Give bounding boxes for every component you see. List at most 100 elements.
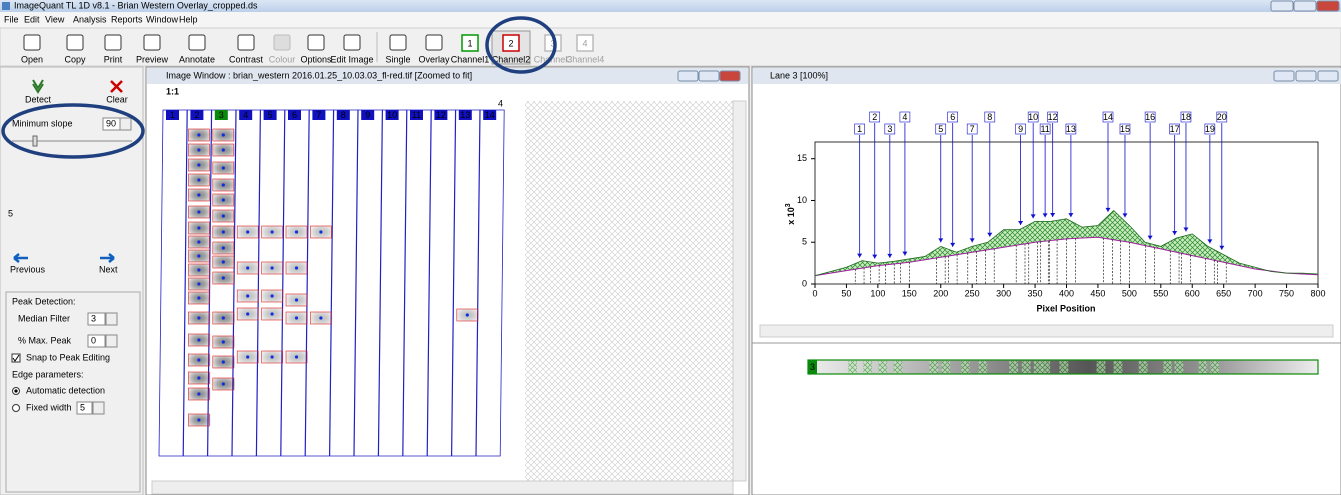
band-marker — [197, 358, 200, 361]
x-axis-label: Pixel Position — [1036, 303, 1095, 313]
toolbar-button[interactable]: Overlay — [418, 54, 450, 64]
spinner[interactable] — [120, 118, 131, 130]
peak-label: 16 — [1145, 112, 1155, 122]
window-control[interactable] — [1296, 71, 1316, 81]
band-marker — [222, 148, 225, 151]
spinner[interactable] — [93, 402, 104, 414]
band-marker — [246, 294, 249, 297]
peak-label: 12 — [1048, 112, 1058, 122]
band-marker — [197, 240, 200, 243]
toolbar-button[interactable]: Copy — [64, 54, 86, 64]
spinner[interactable] — [106, 335, 117, 347]
checkbox-label: Snap to Peak Editing — [26, 352, 110, 362]
zoom-button[interactable]: 1:1 — [166, 86, 179, 96]
min-slope-label: Minimum slope — [12, 118, 73, 128]
band-marker — [222, 183, 225, 186]
menu-item[interactable]: Help — [179, 14, 198, 24]
band-marker — [197, 316, 200, 319]
x-tick-label: 100 — [870, 288, 885, 298]
toolbar-button[interactable]: Edit Image — [330, 54, 373, 64]
field-label: Median Filter — [18, 313, 70, 323]
group-label: Edge parameters: — [12, 369, 84, 379]
band-marker — [319, 316, 322, 319]
toolbar-icon — [238, 35, 254, 50]
clear-button[interactable]: Clear — [106, 94, 128, 104]
band-marker — [197, 254, 200, 257]
toolbar-icon — [274, 35, 290, 50]
toolbar-button[interactable]: Contrast — [229, 54, 264, 64]
window-control[interactable] — [699, 71, 719, 81]
min-slope-value: 90 — [106, 118, 116, 128]
h-scrollbar[interactable] — [152, 481, 733, 494]
y-tick-label: 10 — [797, 195, 807, 205]
toolbar-button[interactable]: Colour — [269, 54, 296, 64]
field-value: 3 — [91, 313, 96, 323]
toolbar-button[interactable]: Options — [300, 54, 332, 64]
toolbar-icon — [344, 35, 360, 50]
strip-peak — [978, 361, 987, 373]
window-control[interactable] — [1271, 1, 1293, 11]
previous-button[interactable]: Previous — [10, 264, 46, 274]
peak-label: 5 — [938, 124, 943, 134]
v-scrollbar[interactable] — [733, 101, 746, 481]
band-marker — [197, 392, 200, 395]
peak-label: 17 — [1170, 124, 1180, 134]
window-control[interactable] — [720, 71, 740, 81]
lane-label: 8 — [341, 110, 346, 120]
menu-item[interactable]: Window — [146, 14, 179, 24]
window-control[interactable] — [1274, 71, 1294, 81]
spinner[interactable] — [106, 313, 117, 325]
strip-peak — [878, 361, 887, 373]
y-tick-label: 15 — [797, 153, 807, 163]
band-marker — [271, 230, 274, 233]
band-marker — [222, 198, 225, 201]
band-marker — [222, 230, 225, 233]
strip-peak — [848, 361, 857, 373]
toolbar-button[interactable]: Channel4 — [566, 54, 605, 64]
toolbar-button[interactable]: Preview — [136, 54, 169, 64]
menu-item[interactable]: Analysis — [73, 14, 107, 24]
strip-peak — [1210, 361, 1219, 373]
menu-item[interactable]: File — [4, 14, 19, 24]
detect-button[interactable]: Detect — [25, 94, 52, 104]
y-tick-label: 5 — [802, 237, 807, 247]
band-marker — [197, 210, 200, 213]
field-value: 5 — [80, 402, 85, 412]
menu-item[interactable]: Edit — [24, 14, 40, 24]
toolbar-icon — [67, 35, 83, 50]
x-tick-label: 0 — [812, 288, 817, 298]
peak-label: 2 — [872, 112, 877, 122]
x-tick-label: 200 — [933, 288, 948, 298]
lane-label: 5 — [268, 110, 273, 120]
x-tick-label: 700 — [1248, 288, 1263, 298]
peak-label: 8 — [987, 112, 992, 122]
left-panel — [0, 67, 143, 495]
channel-number: 4 — [582, 38, 587, 48]
menu-item[interactable]: View — [45, 14, 65, 24]
h-scrollbar[interactable] — [760, 325, 1333, 337]
window-control[interactable] — [1318, 71, 1338, 81]
band-marker — [197, 178, 200, 181]
radio[interactable] — [13, 405, 20, 412]
lane-label: 14 — [485, 110, 495, 120]
root: ImageQuant TL 1D v8.1 - Brian Western Ov… — [0, 0, 1341, 495]
x-tick-label: 250 — [965, 288, 980, 298]
window-control[interactable] — [1317, 1, 1339, 11]
strip-peak — [863, 361, 872, 373]
slider-thumb[interactable] — [33, 136, 37, 146]
band-marker — [222, 214, 225, 217]
window-control[interactable] — [678, 71, 698, 81]
toolbar-button[interactable]: Annotate — [179, 54, 215, 64]
toolbar-icon — [24, 35, 40, 50]
toolbar-button[interactable]: Open — [21, 54, 43, 64]
menu-item[interactable]: Reports — [111, 14, 143, 24]
window-control[interactable] — [1294, 1, 1316, 11]
band-marker — [222, 360, 225, 363]
toolbar-button[interactable]: Single — [385, 54, 410, 64]
band-marker — [295, 355, 298, 358]
band-marker — [222, 260, 225, 263]
next-button[interactable]: Next — [99, 264, 118, 274]
toolbar-button[interactable]: Channel1 — [451, 54, 490, 64]
peak-label: 15 — [1120, 124, 1130, 134]
toolbar-button[interactable]: Print — [104, 54, 123, 64]
